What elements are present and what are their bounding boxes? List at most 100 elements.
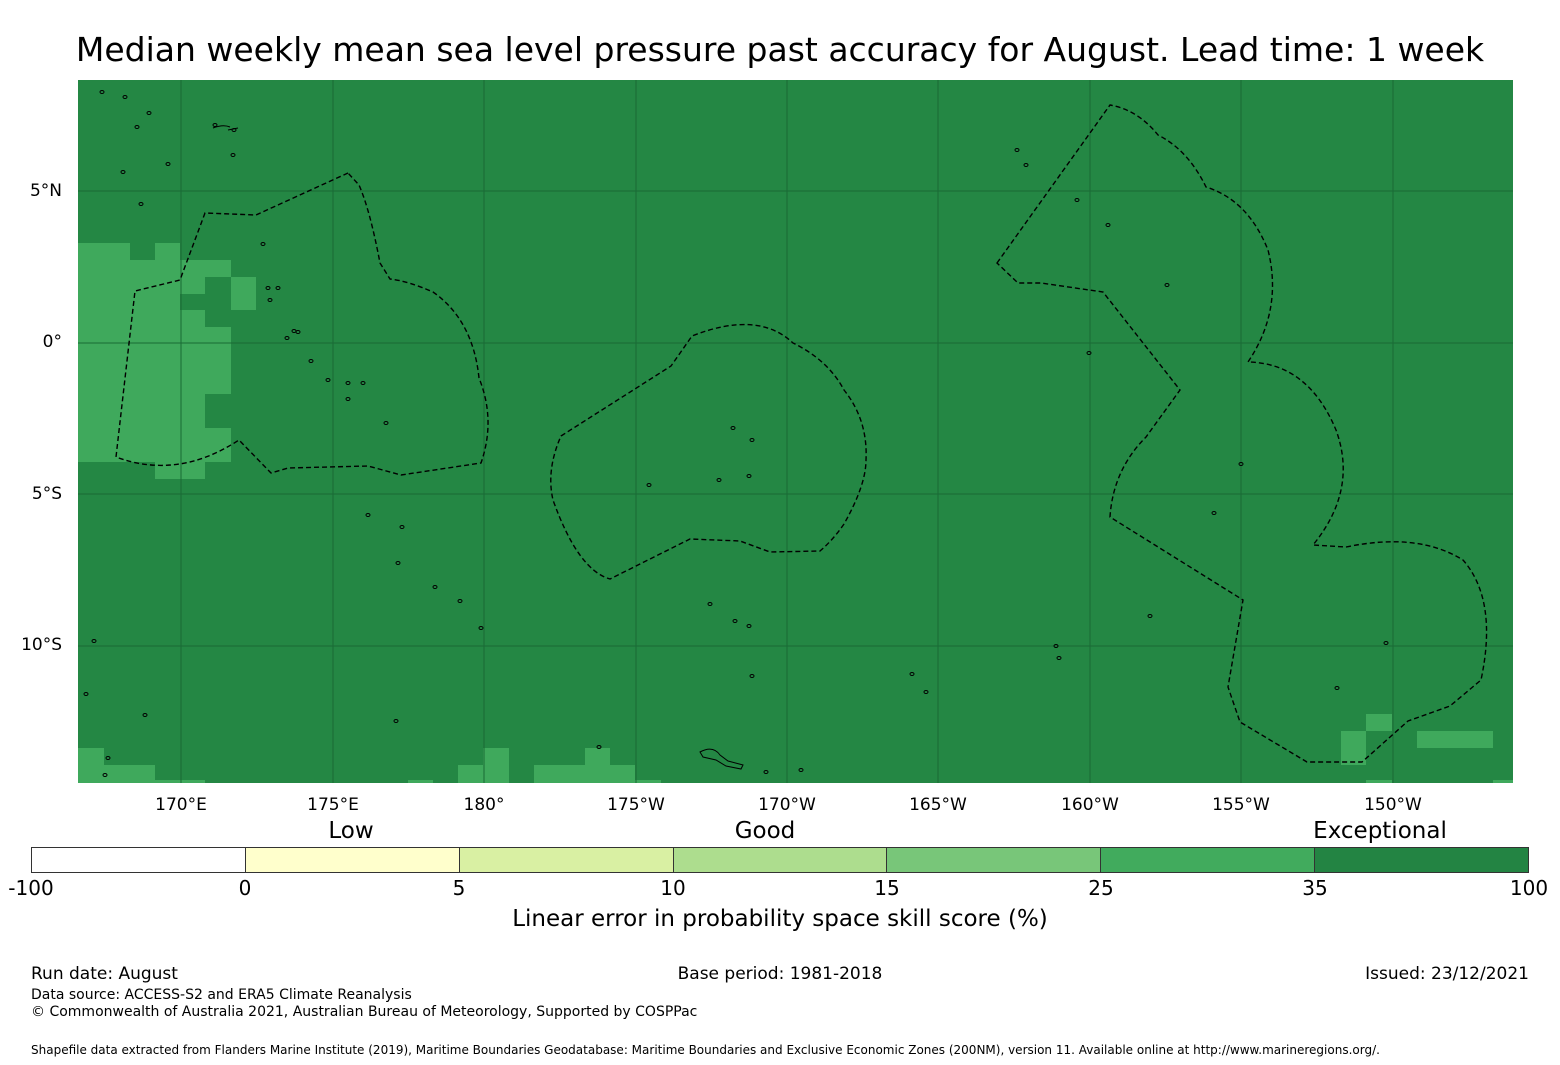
- island-outline: [83, 692, 89, 696]
- island-outline: [1014, 148, 1020, 152]
- colorbar-tick-label: 5: [452, 876, 466, 900]
- island-outline: [165, 162, 171, 166]
- island-outline: [399, 525, 405, 529]
- island-outline: [1211, 511, 1217, 515]
- latitude-label: 10°S: [21, 635, 62, 655]
- colorbar-segment: [32, 848, 246, 872]
- island-outline: [360, 381, 366, 385]
- island-outline: [1023, 163, 1029, 167]
- colorbar-segment: [887, 848, 1102, 872]
- colorbar-tick-label: 10: [660, 876, 686, 900]
- longitude-label: 170°W: [758, 795, 816, 815]
- map-title: Median weekly mean sea level pressure pa…: [75, 30, 1485, 69]
- colorbar-tick-label: -100: [8, 876, 54, 900]
- island-outline: [275, 286, 281, 290]
- island-outline: [325, 378, 331, 382]
- island-outline: [1056, 656, 1062, 660]
- island-outline: [142, 713, 148, 717]
- map-background: [78, 80, 1513, 783]
- colorbar-segment: [1101, 848, 1316, 872]
- island-outline: [105, 756, 111, 760]
- colorbar-segment: [673, 848, 888, 872]
- longitude-label: 155°W: [1212, 795, 1270, 815]
- eez-boundary-west: [115, 172, 489, 476]
- island-outline: [707, 602, 713, 606]
- longitude-label: 165°W: [909, 795, 967, 815]
- island-outline: [798, 768, 804, 772]
- island-outline: [122, 95, 128, 99]
- island-outline: [716, 478, 722, 482]
- category-label: Low: [328, 818, 374, 844]
- island-outline: [267, 298, 273, 302]
- colorbar-segment: [459, 848, 674, 872]
- island-outline: [1334, 686, 1340, 690]
- island-outline: [746, 474, 752, 478]
- colorbar-tick-label: 35: [1302, 876, 1328, 900]
- island-outline: [395, 561, 401, 565]
- island-outline: [138, 202, 144, 206]
- island-outline: [260, 242, 266, 246]
- category-label: Good: [734, 818, 796, 844]
- island-outline: [146, 111, 152, 115]
- island-outline: [265, 286, 271, 290]
- island-outline: [212, 123, 218, 127]
- colorbar-title: Linear error in probability space skill …: [512, 906, 1048, 932]
- island-outline: [457, 599, 463, 603]
- colorbar-segment: [1315, 848, 1529, 872]
- island-outline: [1164, 283, 1170, 287]
- issued-date: Issued: 23/12/2021: [1365, 964, 1529, 984]
- island-outline: [1086, 351, 1092, 355]
- longitude-label: 180°: [463, 795, 505, 815]
- island-outline: [284, 336, 290, 340]
- colorbar-tick-label: 100: [1509, 876, 1549, 900]
- longitude-label: 150°W: [1364, 795, 1422, 815]
- longitude-label: 170°E: [155, 795, 207, 815]
- map-area: [78, 80, 1513, 783]
- longitude-label: 175°E: [307, 795, 359, 815]
- island-outline: [345, 381, 351, 385]
- lower-skill-patch: [78, 243, 1513, 783]
- island-outline: [99, 90, 105, 94]
- colorbar-tick-label: 0: [238, 876, 252, 900]
- island-outline: [295, 330, 301, 334]
- data-source: Data source: ACCESS-S2 and ERA5 Climate …: [31, 987, 412, 1003]
- shapefile-credit: Shapefile data extracted from Flanders M…: [31, 1043, 1380, 1057]
- island-outline: [365, 513, 371, 517]
- island-outline: [230, 153, 236, 157]
- island-outline: [730, 426, 736, 430]
- island-outline: [134, 125, 140, 129]
- island-outline: [1383, 641, 1389, 645]
- longitude-label: 175°W: [607, 795, 665, 815]
- graticule: [78, 80, 1513, 783]
- island-outline: [432, 585, 438, 589]
- island-outline: [646, 483, 652, 487]
- base-period: Base period: 1981-2018: [677, 964, 883, 984]
- island-outline: [749, 438, 755, 442]
- category-label: Exceptional: [1313, 818, 1447, 844]
- eez-boundaries: [115, 104, 1488, 763]
- island-outline: [383, 421, 389, 425]
- island-outline: [478, 626, 484, 630]
- island-outline: [746, 624, 752, 628]
- island-outline: [596, 745, 602, 749]
- latitude-label: 5°N: [29, 181, 62, 201]
- run-date: Run date: August: [31, 964, 178, 984]
- skill-patches: [78, 243, 1513, 783]
- island-outline: [763, 770, 769, 774]
- island-outline: [102, 773, 108, 777]
- eez-boundary-central: [550, 323, 867, 580]
- atoll-outline: [212, 125, 239, 131]
- island-outline: [909, 672, 915, 676]
- colorbar-segment: [245, 848, 460, 872]
- latitude-label: 5°S: [31, 484, 62, 504]
- island-outline: [308, 359, 314, 363]
- island-outline: [91, 639, 97, 643]
- island-outline: [1053, 644, 1059, 648]
- longitude-label: 160°W: [1061, 795, 1119, 815]
- copyright: © Commonwealth of Australia 2021, Austra…: [31, 1004, 698, 1020]
- island-outline: [749, 674, 755, 678]
- colorbar: [31, 847, 1529, 873]
- island-outline: [923, 690, 929, 694]
- island-outline: [732, 619, 738, 623]
- eez-boundary-east: [996, 104, 1488, 763]
